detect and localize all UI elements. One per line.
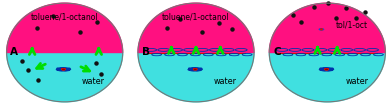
Text: toluene/1-octanol: toluene/1-octanol bbox=[31, 12, 98, 21]
Polygon shape bbox=[269, 3, 385, 52]
Ellipse shape bbox=[321, 29, 322, 30]
Ellipse shape bbox=[194, 69, 196, 70]
Text: C: C bbox=[273, 47, 281, 57]
Text: B: B bbox=[142, 47, 150, 57]
Polygon shape bbox=[7, 52, 123, 102]
Text: toluene/1-octanol: toluene/1-octanol bbox=[162, 12, 230, 21]
Polygon shape bbox=[138, 3, 254, 52]
Text: water: water bbox=[214, 77, 237, 86]
Text: tol/1-oct: tol/1-oct bbox=[336, 21, 368, 30]
Polygon shape bbox=[138, 52, 254, 102]
Text: water: water bbox=[346, 77, 369, 86]
Ellipse shape bbox=[62, 69, 65, 70]
Polygon shape bbox=[7, 3, 123, 52]
Text: A: A bbox=[10, 47, 18, 57]
Ellipse shape bbox=[325, 69, 328, 70]
Polygon shape bbox=[269, 52, 385, 102]
Polygon shape bbox=[196, 69, 197, 70]
Text: water: water bbox=[82, 77, 105, 86]
